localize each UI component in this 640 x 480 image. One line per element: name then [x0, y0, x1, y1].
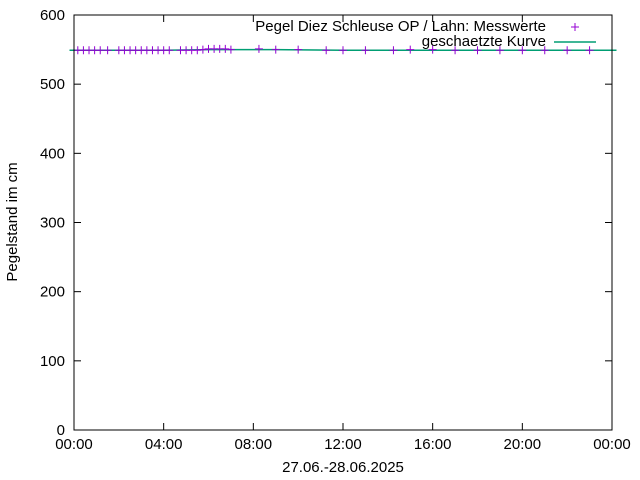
data-point — [226, 45, 235, 54]
y-axis-label: Pegelstand im cm — [4, 162, 21, 281]
y-tick-label: 0 — [57, 422, 65, 439]
y-tick-label: 100 — [40, 353, 65, 370]
legend-label-curve: geschaetzte Kurve — [422, 33, 546, 50]
y-tick-label: 400 — [40, 145, 65, 162]
data-point — [294, 45, 303, 54]
data-point — [406, 45, 415, 54]
plot-frame — [73, 14, 613, 431]
data-point — [221, 44, 230, 53]
x-tick-label: 20:00 — [504, 436, 542, 453]
data-point — [473, 46, 482, 55]
data-point — [103, 46, 112, 55]
x-tick-label: 16:00 — [414, 436, 452, 453]
y-tick-label: 600 — [40, 7, 65, 24]
x-tick-label: 04:00 — [145, 436, 183, 453]
data-point — [96, 46, 105, 55]
data-point — [563, 46, 572, 55]
x-tick-label: 12:00 — [324, 436, 362, 453]
data-point — [339, 46, 347, 55]
data-point — [518, 46, 527, 55]
data-point — [428, 45, 437, 54]
data-point — [254, 44, 263, 53]
data-point — [198, 45, 207, 54]
legend: Pegel Diez Schleuse OP / Lahn: Messwerte… — [255, 18, 596, 50]
data-point — [271, 45, 280, 54]
legend-label-measurements: Pegel Diez Schleuse OP / Lahn: Messwerte — [255, 18, 546, 35]
data-point — [451, 46, 460, 55]
axis-ticks: 0 100 200 300 400 500 600 00:00 04:00 08:00 12:00 1… — [40, 7, 631, 453]
x-tick-label: 00:00 — [593, 436, 631, 453]
x-axis-label: 27.06.-28.06.2025 — [282, 459, 404, 476]
data-point — [165, 46, 174, 55]
y-tick-label: 300 — [40, 215, 65, 232]
x-tick-label: 08:00 — [235, 436, 273, 453]
data-point — [540, 46, 549, 55]
legend-marker-measurements — [571, 23, 579, 31]
data-point — [361, 46, 370, 55]
data-point — [585, 46, 594, 55]
y-tick-label: 500 — [40, 76, 65, 93]
data-point — [322, 46, 331, 55]
data-point — [389, 46, 398, 55]
y-tick-label: 200 — [40, 284, 65, 301]
data-point — [193, 46, 202, 55]
plot-area — [69, 44, 617, 55]
x-tick-label: 00:00 — [55, 436, 93, 453]
legend-plus-marker — [571, 23, 579, 31]
data-point — [495, 46, 504, 55]
